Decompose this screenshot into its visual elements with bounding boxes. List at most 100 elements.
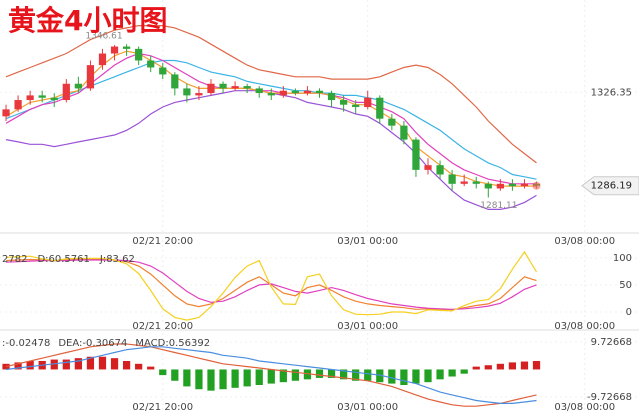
macd-bar [303,369,312,380]
x-tick-label: 03/01 00:00 [337,402,398,411]
macd-bar [315,369,324,378]
candle-body [243,86,251,89]
legend-entry: 2782 [2,254,27,265]
macd-bar [62,359,70,370]
macd-bar [14,362,22,370]
low-label: 1281.11 [480,201,517,211]
candle-body [448,174,456,184]
candle-body [122,46,131,49]
candle-body [255,88,263,94]
y-tick-label: 100 [613,253,632,264]
candle-body [424,165,432,170]
candle-body [219,83,227,89]
candle-body [339,100,348,105]
indicator-line [5,250,538,321]
candle-body [460,181,468,184]
candle-body [231,86,239,89]
macd-bar [400,369,408,385]
x-tick-label: 03/08 00:00 [554,402,615,411]
candle-body [171,74,179,89]
candle-body [50,97,58,101]
candle-body [2,109,10,117]
macd-bar [532,360,541,370]
macd-bar [267,369,275,384]
candle-body [135,48,143,61]
candle-body [303,90,312,94]
x-tick-label: 03/01 00:00 [337,321,398,332]
candle-body [147,60,155,68]
macd-bar [376,369,384,383]
candle-body [400,125,408,140]
candle-body [98,53,107,66]
candle-body [352,104,360,108]
candle-body [364,97,372,108]
macd-bar [243,369,251,387]
candle-body [520,183,529,187]
macd-bar [219,369,227,390]
indicator-line [5,90,537,210]
x-tick-label: 02/21 20:00 [132,402,193,411]
macd-bar [339,369,348,380]
candle-body [86,65,95,89]
macd-bar [448,369,456,377]
legend-entry: DEA:-0.30674 [58,338,127,349]
macd-bar [26,360,34,370]
indicator-line [5,25,537,164]
candle-body [327,93,336,101]
price-box [581,176,639,196]
legend-entry: D:60.5761 [37,254,89,265]
candle-body [472,181,480,184]
indicator-line [5,259,537,310]
macd-bar [255,369,263,385]
macd-bar [291,369,300,381]
y-tick-label: 1326.35 [591,87,632,98]
candle-body [436,165,444,175]
indicator-line [5,59,537,180]
macd-bar [460,369,468,374]
macd-bar [195,369,203,390]
candle-body [110,46,119,54]
macd-bar [412,369,420,384]
candle-body [74,83,82,89]
macd-bar [135,363,143,370]
macd-bar [279,369,287,383]
macd-bar [520,361,529,370]
last-price-dot [532,181,541,190]
legend-entry: :-0.02478 [2,338,50,349]
macd-bar [110,358,119,370]
indicator-line [5,52,537,185]
indicator-line [5,343,537,407]
macd-bar [364,369,372,381]
candle-body [376,97,384,119]
candle-body [195,93,203,96]
candle-body [159,67,167,75]
macd-bar [496,363,504,370]
y-tick-label: 0 [626,307,632,318]
indicator-line [5,346,537,404]
candle-body [26,95,34,101]
candle-body [279,90,287,96]
candle-body [207,83,215,94]
candle-body [62,83,70,101]
macd-bar [183,369,191,387]
macd-bar [472,366,480,370]
y-tick-label: 50 [619,280,632,291]
legend-entry: MACD:0.56392 [135,338,210,349]
macd-bar [327,369,336,378]
candle-body [38,95,46,98]
macd-bar [352,369,360,381]
candle-body [388,118,396,126]
chart-title: 黄金4小时图 [8,4,167,37]
y-tick-label: -9.72668 [587,392,632,403]
candle-body [291,90,300,94]
high-label: 1346.61 [85,32,122,42]
candle-body [508,183,517,187]
macd-bar [147,366,155,370]
legend-entry: J:83.62 [99,254,135,265]
x-tick-label: 03/08 00:00 [554,321,615,332]
candle-body [183,88,191,96]
macd-bar [424,369,432,383]
candle-body [315,90,324,94]
macd-bar [484,365,492,370]
